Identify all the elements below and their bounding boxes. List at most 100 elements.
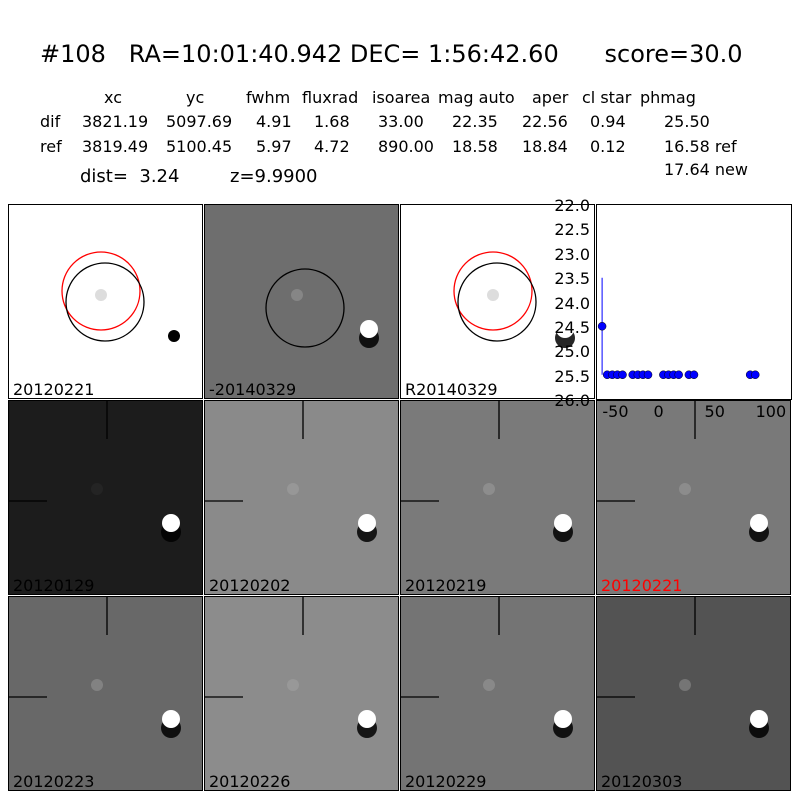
y-tick-label: 25.0	[554, 342, 590, 362]
table-cell: 18.58	[452, 137, 498, 156]
dif-aperture-circle	[65, 262, 145, 342]
panel-date-label: 20120221	[601, 576, 683, 595]
table-cell: 0.12	[590, 137, 626, 156]
table-cell: 3821.19	[82, 112, 149, 131]
column-header: mag auto	[438, 88, 515, 107]
y-tick-label: 26.0	[554, 391, 590, 411]
y-tick-label: 24.5	[554, 318, 590, 337]
panel-date-label: 20120303	[601, 772, 683, 791]
table-cell: 25.50	[664, 112, 710, 131]
faint-source	[91, 679, 103, 691]
table-cell: 18.84	[522, 137, 568, 156]
x-tick-label: 100	[755, 402, 787, 421]
faint-source	[91, 483, 103, 495]
star-source	[357, 710, 377, 738]
table-cell: 3819.49	[82, 137, 149, 156]
image-cutout-panel[interactable]: 20120229	[400, 596, 595, 791]
table-cell: 890.00	[378, 137, 434, 156]
image-cutout-panel[interactable]: 20120226	[204, 596, 399, 791]
table-cell: 22.35	[452, 112, 498, 131]
data-point	[597, 322, 607, 331]
column-header: fwhm	[246, 88, 291, 107]
image-cutout-panel[interactable]: 20120221	[8, 204, 203, 399]
image-cutout-panel[interactable]: R20140329	[400, 204, 595, 399]
image-cutout-panel[interactable]: 20120202	[204, 400, 399, 595]
image-cutout-panel[interactable]: -20140329	[204, 204, 399, 399]
y-tick-label: 23.0	[554, 244, 590, 264]
panel-date-label: 20120229	[405, 772, 487, 791]
x-tick-label: 0	[653, 402, 664, 421]
column-header: yc	[186, 88, 205, 107]
star-source	[161, 710, 181, 738]
light-curve-plot	[596, 204, 792, 400]
table-cell: 5097.69	[166, 112, 233, 131]
table-cell: 5100.45	[166, 137, 233, 156]
ref-aperture-circle	[61, 251, 141, 331]
panel-date-label: 20120202	[209, 576, 291, 595]
table-cell: 0.94	[590, 112, 626, 131]
column-header: xc	[104, 88, 122, 107]
data-point	[643, 370, 653, 379]
table-cell: 5.97	[256, 137, 292, 156]
distance-text: dist= 3.24	[80, 166, 180, 187]
faint-source	[679, 483, 691, 495]
image-cutout-panel[interactable]: 20120129	[8, 400, 203, 595]
table-cell: 4.91	[256, 112, 292, 131]
page-title: #108 RA=10:01:40.942 DEC= 1:56:42.60 sco…	[40, 40, 743, 68]
panel-date-label: R20140329	[405, 380, 498, 399]
table-cell: 33.00	[378, 112, 424, 131]
data-point	[751, 370, 760, 379]
table-cell: 22.56	[522, 112, 568, 131]
data-point	[674, 370, 683, 379]
star-source	[553, 710, 573, 738]
faint-source	[287, 679, 299, 691]
star-source	[749, 710, 769, 738]
x-tick-label: -50	[602, 402, 629, 421]
star-source	[161, 514, 181, 542]
dif-aperture-circle	[457, 262, 537, 342]
column-header: fluxrad	[302, 88, 359, 107]
panel-date-label: 20120219	[405, 576, 487, 595]
faint-source	[95, 289, 107, 301]
x-tick-label: 50	[704, 402, 725, 421]
faint-source	[287, 483, 299, 495]
y-tick-label: 22.5	[554, 220, 590, 240]
redshift-text: z=9.9900	[230, 166, 318, 187]
row-label: dif	[40, 112, 61, 131]
faint-source	[483, 483, 495, 495]
faint-source	[291, 289, 303, 301]
y-tick-label: 24.0	[554, 293, 590, 313]
image-cutout-panel[interactable]: 20120303	[596, 596, 791, 791]
panel-date-label: -20140329	[209, 380, 297, 399]
image-cutout-panel[interactable]: 20120221	[596, 400, 791, 595]
panel-date-label: 20120221	[13, 380, 95, 399]
star-source	[553, 514, 573, 542]
data-point	[689, 370, 699, 379]
table-cell: 16.58 ref	[664, 137, 737, 156]
y-tick-label: 25.5	[554, 366, 590, 386]
phmag-new-text: 17.64 new	[664, 160, 748, 179]
y-tick-label: 23.5	[554, 269, 590, 289]
column-header: aper	[532, 88, 569, 107]
image-cutout-panel[interactable]: 20120219	[400, 400, 595, 595]
row-label: ref	[40, 137, 62, 156]
star-source	[555, 320, 575, 348]
image-cutout-panel[interactable]: 20120223	[8, 596, 203, 791]
panel-date-label: 20120223	[13, 772, 95, 791]
star-source	[749, 514, 769, 542]
y-tick-label: 22.0	[554, 196, 590, 215]
faint-source	[487, 289, 499, 301]
dif-aperture-circle	[265, 268, 345, 348]
data-point	[618, 370, 627, 379]
ref-aperture-circle	[453, 251, 533, 331]
star-source	[168, 330, 180, 342]
panel-date-label: 20120129	[13, 576, 95, 595]
panel-date-label: 20120226	[209, 772, 291, 791]
column-header: isoarea	[372, 88, 431, 107]
column-header: phmag	[640, 88, 696, 107]
faint-source	[679, 679, 691, 691]
faint-source	[483, 679, 495, 691]
star-source	[359, 320, 379, 348]
table-cell: 1.68	[314, 112, 350, 131]
table-cell: 4.72	[314, 137, 350, 156]
